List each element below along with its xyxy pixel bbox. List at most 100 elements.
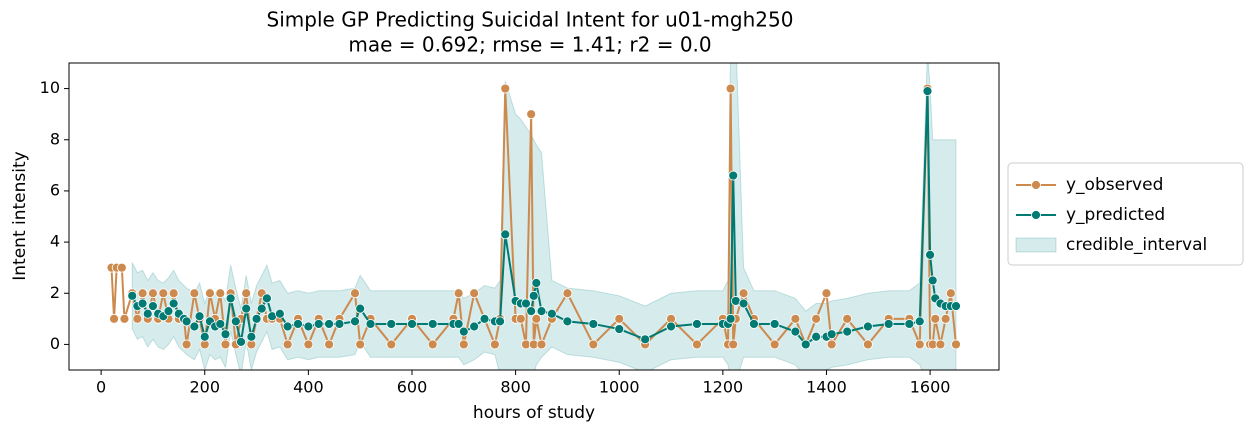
series-marker: [842, 313, 853, 324]
legend-label: y_predicted: [1066, 205, 1165, 225]
series-marker: [407, 319, 417, 329]
series-marker: [495, 316, 505, 327]
series-marker: [119, 313, 130, 324]
x-tick-label: 1000: [599, 378, 640, 397]
y-tick-label: 2: [50, 283, 60, 302]
series-marker: [334, 319, 345, 329]
series-marker: [236, 336, 246, 347]
series-marker: [562, 288, 573, 299]
x-tick-label: 0: [96, 378, 106, 397]
series-marker: [588, 319, 599, 329]
series-marker: [925, 249, 935, 260]
series-marker: [927, 275, 938, 286]
series-marker: [790, 326, 801, 337]
series-marker: [945, 288, 956, 299]
series-marker: [692, 319, 702, 329]
series-marker: [181, 316, 192, 327]
series-marker: [189, 321, 200, 332]
series-marker: [951, 339, 961, 350]
series-marker: [588, 339, 599, 350]
series-marker: [148, 288, 158, 299]
series-marker: [904, 319, 915, 329]
series-marker: [142, 308, 153, 319]
series-marker: [137, 298, 148, 309]
legend-marker: [1031, 210, 1041, 220]
series-marker: [811, 331, 822, 342]
series-marker: [562, 316, 573, 327]
series-marker: [666, 321, 676, 332]
series-marker: [256, 303, 267, 314]
series-marker: [935, 339, 946, 350]
series-marker: [303, 339, 314, 350]
x-tick-label: 600: [397, 378, 428, 397]
series-marker: [469, 321, 480, 332]
series-marker: [500, 83, 511, 94]
series-marker: [528, 290, 539, 301]
series-marker: [914, 339, 925, 350]
series-marker: [842, 326, 853, 337]
legend-marker: [1031, 180, 1041, 190]
series-marker: [500, 229, 511, 240]
series-marker: [303, 321, 314, 332]
y-tick-label: 6: [50, 180, 60, 199]
series-marker: [811, 313, 822, 324]
credible-band: [131, 63, 957, 370]
series-marker: [738, 298, 749, 309]
series-marker: [489, 339, 500, 350]
series-marker: [355, 339, 366, 350]
series-marker: [215, 319, 226, 329]
series-marker: [951, 301, 961, 311]
y-tick-label: 4: [50, 232, 60, 251]
series-marker: [241, 288, 252, 299]
series-marker: [274, 308, 285, 319]
series-marker: [526, 306, 537, 317]
series-marker: [728, 170, 739, 181]
series-marker: [241, 303, 252, 314]
series-marker: [940, 313, 951, 324]
x-tick-label: 800: [500, 378, 531, 397]
series-marker: [313, 319, 324, 329]
series-marker: [725, 83, 736, 94]
series-marker: [883, 319, 894, 329]
series-marker: [536, 339, 547, 350]
y-axis-label: Intent intensity: [10, 151, 30, 280]
series-marker: [246, 331, 257, 342]
y-tick-label: 0: [50, 334, 60, 353]
x-axis-label: hours of study: [473, 403, 595, 423]
series-marker: [324, 339, 334, 350]
series-marker: [458, 339, 469, 350]
series-marker: [914, 316, 925, 327]
series-marker: [863, 339, 873, 350]
series-marker: [127, 290, 138, 301]
series-marker: [826, 329, 837, 340]
series-marker: [194, 311, 205, 322]
series-marker: [427, 339, 438, 350]
series-line: [110, 88, 957, 348]
series-marker: [282, 339, 293, 350]
series-marker: [692, 339, 702, 350]
series-marker: [458, 326, 469, 337]
series-marker: [790, 313, 801, 324]
series-marker: [614, 324, 625, 334]
series-marker: [546, 308, 557, 319]
series-marker: [386, 339, 397, 350]
series-marker: [515, 313, 526, 324]
legend-box: [1007, 162, 1244, 266]
series-marker: [220, 339, 231, 350]
chart-title: Simple GP Predicting Suicidal Intent for…: [267, 8, 794, 32]
x-tick-label: 200: [189, 378, 220, 397]
legend-label: y_observed: [1066, 175, 1163, 195]
series-marker: [521, 298, 531, 309]
series-marker: [205, 288, 215, 299]
series-marker: [168, 298, 179, 309]
series-marker: [826, 339, 837, 350]
x-tick-label: 1400: [806, 378, 847, 397]
series-marker: [821, 288, 832, 299]
series-marker: [386, 319, 397, 329]
series-marker: [158, 288, 169, 299]
series-marker: [536, 306, 547, 317]
x-tick-label: 400: [293, 378, 324, 397]
series-marker: [769, 339, 780, 350]
series-marker: [526, 109, 537, 120]
